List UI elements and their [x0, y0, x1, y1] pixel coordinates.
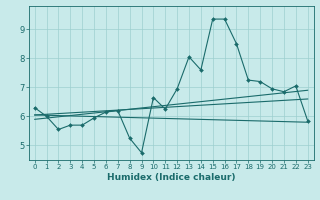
X-axis label: Humidex (Indice chaleur): Humidex (Indice chaleur)	[107, 173, 236, 182]
